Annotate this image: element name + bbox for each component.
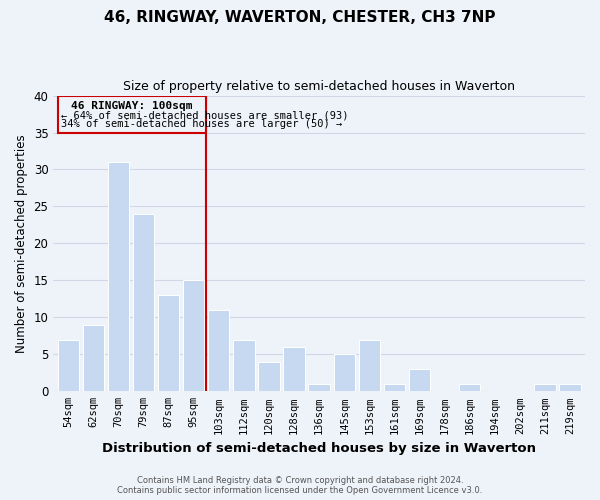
Title: Size of property relative to semi-detached houses in Waverton: Size of property relative to semi-detach… xyxy=(123,80,515,93)
Y-axis label: Number of semi-detached properties: Number of semi-detached properties xyxy=(15,134,28,352)
Bar xyxy=(83,325,104,392)
Bar xyxy=(559,384,581,392)
Bar xyxy=(384,384,405,392)
Text: Contains HM Land Registry data © Crown copyright and database right 2024.
Contai: Contains HM Land Registry data © Crown c… xyxy=(118,476,482,495)
Text: ← 64% of semi-detached houses are smaller (93): ← 64% of semi-detached houses are smalle… xyxy=(61,110,349,120)
Bar xyxy=(534,384,556,392)
Bar xyxy=(259,362,280,392)
Text: 46 RINGWAY: 100sqm: 46 RINGWAY: 100sqm xyxy=(71,102,193,112)
Bar xyxy=(283,347,305,392)
Bar xyxy=(459,384,480,392)
Bar xyxy=(308,384,330,392)
Text: 34% of semi-detached houses are larger (50) →: 34% of semi-detached houses are larger (… xyxy=(61,119,343,129)
Bar xyxy=(133,214,154,392)
Bar xyxy=(359,340,380,392)
Text: 46, RINGWAY, WAVERTON, CHESTER, CH3 7NP: 46, RINGWAY, WAVERTON, CHESTER, CH3 7NP xyxy=(104,10,496,25)
Bar xyxy=(409,369,430,392)
Bar xyxy=(58,96,206,132)
Bar xyxy=(334,354,355,392)
Bar xyxy=(233,340,254,392)
Bar xyxy=(58,340,79,392)
X-axis label: Distribution of semi-detached houses by size in Waverton: Distribution of semi-detached houses by … xyxy=(102,442,536,455)
Bar xyxy=(158,295,179,392)
Bar xyxy=(108,162,129,392)
Bar xyxy=(208,310,229,392)
Bar xyxy=(183,280,205,392)
